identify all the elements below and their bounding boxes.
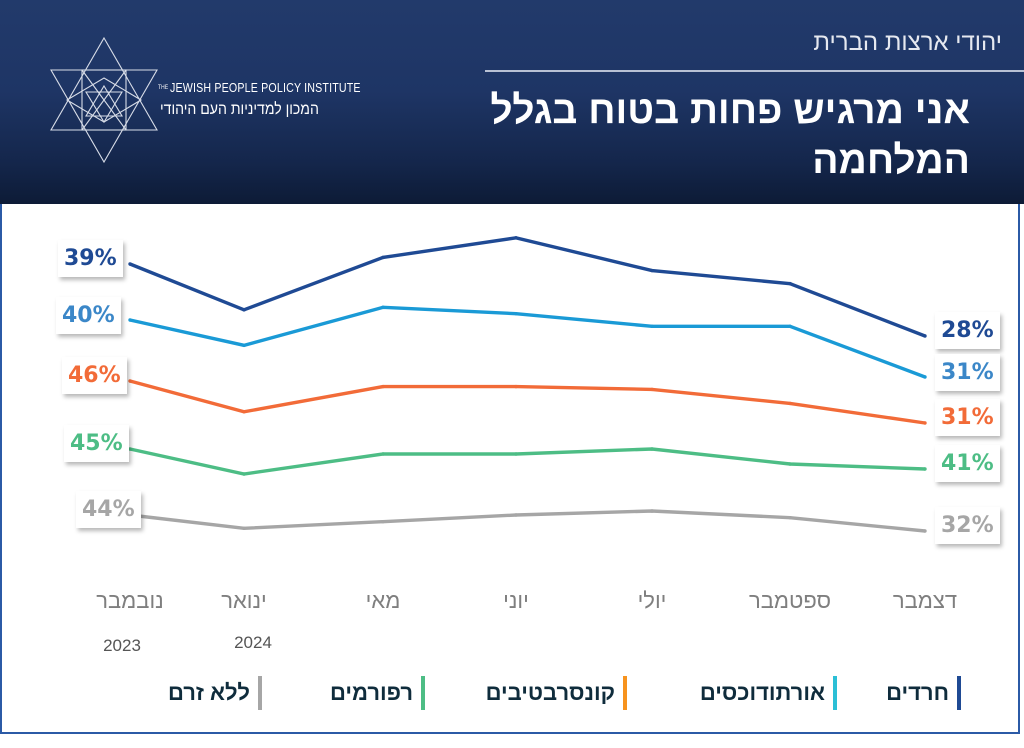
- org-name-prefix: THE: [158, 85, 169, 91]
- data-point-orthodox-1: [242, 343, 246, 348]
- data-point-orthodox-5: [788, 324, 792, 329]
- data-point-unaffiliated-5: [788, 515, 792, 520]
- legend-item-conservative: קונסרבטיבים: [486, 676, 627, 710]
- data-point-haredim-3: [514, 236, 518, 240]
- data-point-haredim-1: [242, 308, 246, 312]
- data-point-unaffiliated-2: [381, 519, 385, 524]
- start-label-haredim: 39%: [58, 240, 123, 277]
- legend-item-unaffiliated: ללא זרם: [168, 676, 262, 710]
- end-label-orthodox: 31%: [935, 354, 1000, 391]
- data-point-unaffiliated-3: [514, 513, 518, 517]
- data-point-orthodox-3: [514, 311, 518, 316]
- start-label-orthodox: 40%: [56, 297, 121, 334]
- data-point-reform-5: [788, 462, 792, 466]
- data-point-orthodox-2: [381, 305, 385, 310]
- header-banner: THE Jewish People Policy Institute המכון …: [0, 0, 1024, 204]
- data-point-haredim-6: [923, 334, 927, 338]
- data-point-reform-1: [242, 472, 246, 476]
- start-label-conservative: 46%: [62, 357, 127, 394]
- x-tick-year: 2024: [234, 633, 272, 652]
- legend-label-unaffiliated: ללא זרם: [168, 680, 250, 705]
- data-point-orthodox-6: [923, 375, 927, 379]
- end-label-haredim: 28%: [935, 312, 1000, 349]
- x-tick-label: יוני: [503, 588, 529, 613]
- data-point-conservative-3: [514, 384, 518, 389]
- data-point-conservative-2: [381, 384, 385, 389]
- legend-swatch-conservative: [623, 676, 627, 710]
- x-tick-label: ספטמבר: [748, 588, 832, 613]
- org-name-en-text: Jewish People Policy Institute: [169, 80, 361, 95]
- data-point-reform-3: [514, 452, 518, 456]
- data-point-haredim-0: [128, 262, 132, 266]
- data-point-unaffiliated-1: [242, 526, 246, 531]
- data-point-conservative-6: [923, 421, 927, 425]
- start-label-reform: 45%: [64, 425, 129, 462]
- legend-swatch-orthodox: [833, 676, 837, 710]
- data-point-reform-6: [923, 467, 927, 471]
- x-tick-label: נובמבר: [96, 588, 164, 613]
- series-line-haredim: [129, 236, 926, 338]
- end-label-unaffiliated: 32%: [935, 507, 1000, 544]
- series-line-unaffiliated: [129, 509, 926, 533]
- data-point-conservative-0: [128, 379, 132, 383]
- legend-label-conservative: קונסרבטיבים: [485, 680, 615, 705]
- legend-swatch-reform: [421, 676, 425, 710]
- data-point-haredim-4: [650, 268, 654, 273]
- legend-label-haredim: חרדים: [886, 680, 949, 705]
- legend-label-reform: רפורמים: [329, 680, 413, 705]
- data-point-unaffiliated-6: [923, 529, 927, 533]
- legend-item-haredim: חרדים: [886, 676, 961, 710]
- data-point-reform-2: [381, 452, 385, 456]
- data-point-conservative-4: [650, 387, 654, 392]
- data-point-orthodox-0: [128, 318, 132, 322]
- chart-title: אני מרגיש פחות בטוח בגלל המלחמה: [490, 89, 970, 182]
- legend-item-reform: רפורמים: [330, 676, 425, 710]
- data-point-reform-4: [650, 447, 654, 451]
- star-of-david-logo-icon: [50, 36, 158, 164]
- chart-frame: [0, 204, 1020, 734]
- x-tick-label: מאי: [365, 588, 401, 613]
- legend-label-orthodox: אורתודוכסים: [699, 680, 825, 705]
- chart-subtitle: יהודי ארצות הברית: [813, 29, 1002, 56]
- x-tick-label: יולי: [637, 588, 667, 613]
- header-divider: [485, 70, 1024, 72]
- data-point-conservative-1: [242, 410, 246, 414]
- start-label-unaffiliated: 44%: [76, 491, 141, 528]
- data-point-reform-0: [128, 447, 132, 451]
- legend-swatch-unaffiliated: [258, 676, 262, 710]
- series-line-conservative: [129, 379, 926, 425]
- data-point-orthodox-4: [650, 324, 654, 329]
- end-label-reform: 41%: [935, 445, 1000, 482]
- legend-item-orthodox: אורתודוכסים: [700, 676, 837, 710]
- series-line-orthodox: [129, 305, 926, 379]
- x-tick-label: ינואר: [221, 588, 267, 613]
- end-label-conservative: 31%: [935, 399, 1000, 436]
- x-tick-label: דצמבר: [892, 588, 958, 613]
- org-name-hebrew: המכון למדיניות העם היהודי: [160, 101, 319, 118]
- series-line-reform: [129, 447, 926, 476]
- x-tick-year: 2023: [103, 636, 141, 655]
- data-point-unaffiliated-4: [650, 509, 654, 513]
- org-name-english: THE Jewish People Policy Institute: [158, 80, 361, 96]
- data-point-haredim-5: [788, 281, 792, 286]
- data-point-conservative-5: [788, 401, 792, 406]
- legend-swatch-haredim: [957, 676, 961, 710]
- data-point-haredim-2: [381, 255, 385, 260]
